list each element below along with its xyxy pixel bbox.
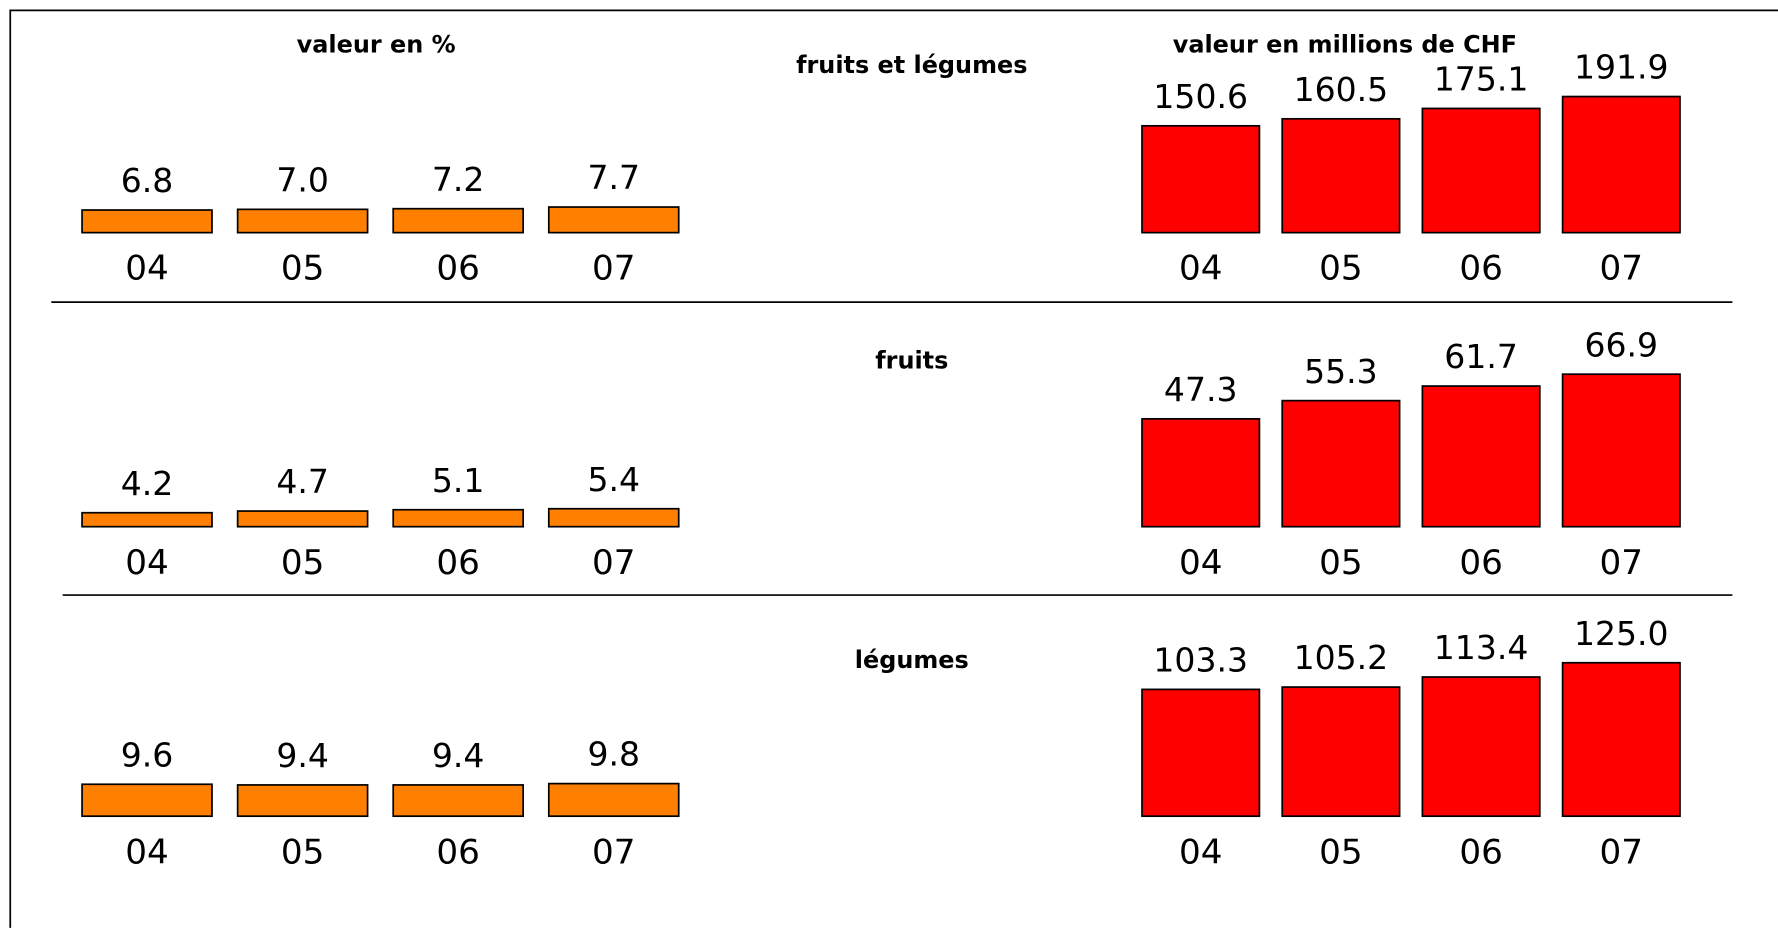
bar xyxy=(81,511,213,528)
value-label: 175.1 xyxy=(1434,60,1529,99)
value-label: 9.4 xyxy=(276,736,329,775)
value-label: 9.8 xyxy=(587,735,640,774)
x-tick-label: 05 xyxy=(1319,249,1363,289)
x-tick-label: 06 xyxy=(1459,832,1503,872)
value-label: 191.9 xyxy=(1574,48,1669,87)
x-tick-label: 06 xyxy=(1459,543,1503,583)
value-label: 7.0 xyxy=(276,161,329,200)
frame xyxy=(9,9,1778,928)
value-label: 47.3 xyxy=(1164,370,1238,409)
x-tick-label: 07 xyxy=(1600,832,1644,872)
column-header: valeur en % xyxy=(297,31,456,59)
x-tick-label: 04 xyxy=(125,832,169,872)
x-tick-label: 06 xyxy=(436,543,480,583)
bar xyxy=(1281,399,1401,528)
bar xyxy=(392,784,524,818)
bar xyxy=(1561,95,1681,234)
x-tick-label: 04 xyxy=(1179,249,1223,289)
value-label: 66.9 xyxy=(1584,325,1658,364)
x-tick-label: 05 xyxy=(1319,832,1363,872)
value-label: 4.7 xyxy=(276,462,329,501)
x-tick-label: 06 xyxy=(1459,249,1503,289)
x-tick-label: 04 xyxy=(1179,543,1223,583)
bar xyxy=(1141,124,1261,234)
bar xyxy=(236,510,369,528)
value-label: 113.4 xyxy=(1434,628,1529,667)
bar xyxy=(1561,373,1681,528)
bar xyxy=(1141,418,1261,528)
value-label: 150.6 xyxy=(1153,77,1248,116)
x-tick-label: 07 xyxy=(1600,543,1644,583)
bar xyxy=(236,208,369,234)
bar xyxy=(1281,117,1401,234)
bar xyxy=(1141,688,1261,818)
value-label: 9.4 xyxy=(432,736,485,775)
bar xyxy=(547,206,680,234)
bar xyxy=(81,783,213,818)
bar xyxy=(547,782,680,818)
bar xyxy=(81,209,213,234)
chart-title: fruits xyxy=(875,346,948,374)
value-label: 103.3 xyxy=(1153,641,1248,680)
value-label: 7.7 xyxy=(587,158,640,197)
bar xyxy=(1421,385,1541,528)
bar xyxy=(392,207,524,234)
bar xyxy=(392,508,524,528)
bar xyxy=(1281,686,1401,818)
x-tick-label: 06 xyxy=(436,249,480,289)
value-label: 125.0 xyxy=(1574,614,1669,653)
chart-title: légumes xyxy=(855,646,969,674)
value-label: 7.2 xyxy=(432,160,485,199)
x-tick-label: 07 xyxy=(1600,249,1644,289)
bar xyxy=(1421,676,1541,818)
value-label: 61.7 xyxy=(1444,337,1518,376)
value-label: 55.3 xyxy=(1304,352,1378,391)
x-tick-label: 05 xyxy=(281,832,325,872)
x-tick-label: 05 xyxy=(281,249,325,289)
value-label: 160.5 xyxy=(1294,70,1389,109)
value-label: 6.8 xyxy=(121,161,174,200)
x-tick-label: 07 xyxy=(592,249,636,289)
value-label: 105.2 xyxy=(1294,638,1389,677)
value-label: 9.6 xyxy=(121,735,174,774)
x-tick-label: 07 xyxy=(592,832,636,872)
x-tick-label: 04 xyxy=(125,249,169,289)
bar xyxy=(1421,107,1541,234)
x-tick-label: 05 xyxy=(1319,543,1363,583)
value-label: 5.4 xyxy=(587,460,640,499)
x-tick-label: 07 xyxy=(592,543,636,583)
bar xyxy=(236,784,369,818)
chart-title: fruits et légumes xyxy=(796,51,1027,79)
bar xyxy=(547,507,680,528)
x-tick-label: 05 xyxy=(281,543,325,583)
value-label: 4.2 xyxy=(121,464,174,503)
x-tick-label: 06 xyxy=(436,832,480,872)
value-label: 5.1 xyxy=(432,461,485,500)
column-header: valeur en millions de CHF xyxy=(1173,31,1517,59)
x-tick-label: 04 xyxy=(125,543,169,583)
x-tick-label: 04 xyxy=(1179,832,1223,872)
bar xyxy=(1561,661,1681,818)
